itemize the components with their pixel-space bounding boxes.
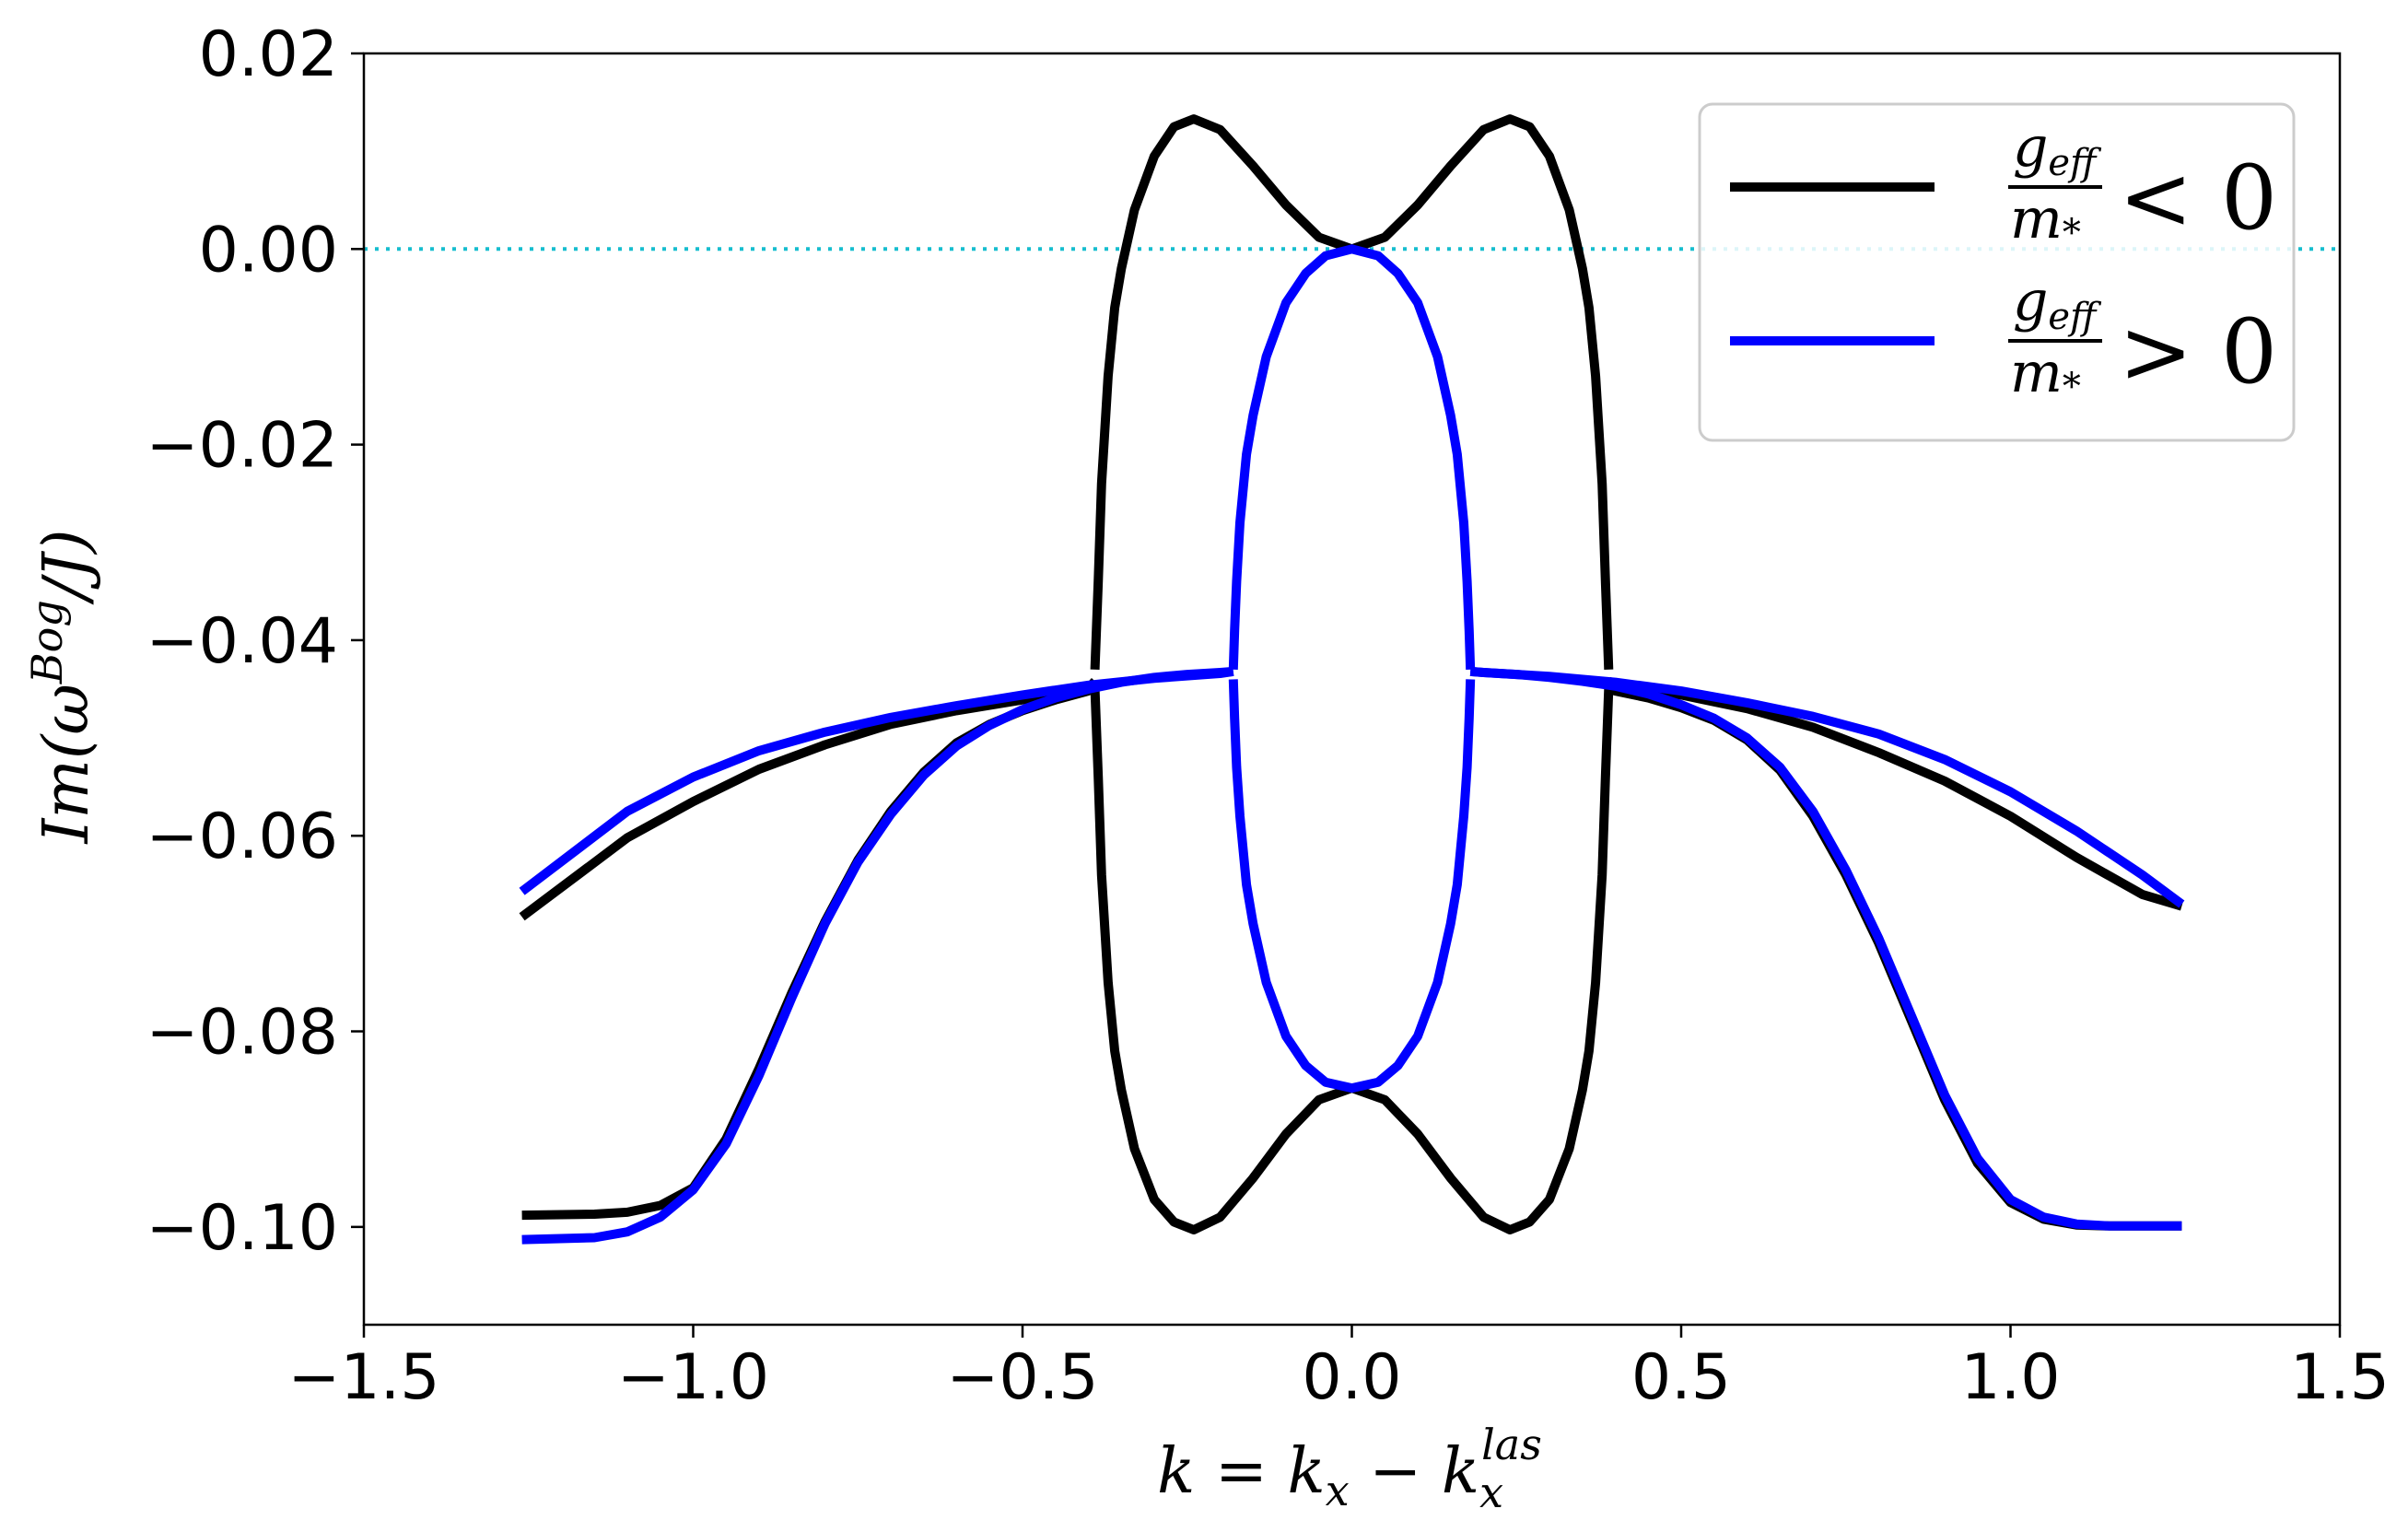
svg-text:m*: m* <box>2010 187 2081 254</box>
legend-0-den: m <box>2010 187 2063 251</box>
y-tick-label: −0.02 <box>146 410 338 483</box>
legend-label-blue: geff m* > 0 <box>2008 269 2277 408</box>
series-line-1-branch-2 <box>1228 244 1476 670</box>
ticks-group: −1.5 −1.0 −0.5 0.0 0.5 1.0 1.5 0.02 0.00 −0.02 −0.… <box>146 18 2390 1414</box>
legend-0-relation: < 0 <box>2119 146 2277 250</box>
x-tick-label: −0.5 <box>946 1341 1098 1414</box>
y-axis-label-tail: /J) <box>30 530 103 606</box>
legend-1-relation: > 0 <box>2119 300 2277 403</box>
series-line-1-branch-1 <box>521 666 1234 1245</box>
legend-0-den-sub: * <box>2063 212 2081 254</box>
x-tick-label: 1.0 <box>1960 1341 2060 1414</box>
x-axis-label-base: k = k <box>1157 1435 1326 1508</box>
legend-1-num-sub: eff <box>2048 296 2102 338</box>
legend-1-num: g <box>2013 269 2048 333</box>
series-line-1-branch-5 <box>1469 666 2182 1231</box>
legend-label-black: geff m* < 0 <box>2008 115 2277 254</box>
series-line-1-branch-3 <box>1228 679 1476 1093</box>
y-tick-label: −0.04 <box>146 605 338 678</box>
y-axis-label-base: Im(ω <box>30 684 103 845</box>
x-axis-label: k = kx − kxlas <box>1157 1420 1542 1517</box>
x-tick-label: −1.0 <box>617 1341 769 1414</box>
series-group <box>519 114 2185 1245</box>
x-axis-label-sub2: x <box>1479 1468 1503 1517</box>
y-tick-label: −0.06 <box>146 801 338 873</box>
x-tick-label: 0.5 <box>1631 1341 1731 1414</box>
y-tick-label: 0.02 <box>199 18 338 91</box>
y-tick-label: −0.10 <box>146 1192 338 1265</box>
x-tick-label: 0.0 <box>1302 1341 1401 1414</box>
series-blue <box>519 244 2185 1245</box>
y-axis-label-sup: Bog <box>22 600 72 684</box>
svg-text:geff: geff <box>2013 115 2102 184</box>
x-axis-label-mid: − k <box>1350 1435 1479 1508</box>
legend-0-num-sub: eff <box>2048 142 2102 184</box>
x-axis-label-sup2: las <box>1481 1420 1542 1469</box>
y-tick-label: −0.08 <box>146 997 338 1070</box>
y-axis-label: Im(ωBog/J) <box>22 530 103 846</box>
x-axis-label-sub1: x <box>1326 1466 1350 1515</box>
legend-1-den: m <box>2010 341 2063 405</box>
y-tick-label: 0.00 <box>199 214 338 287</box>
legend: geff m* < 0 geff m* > 0 <box>1698 102 2296 442</box>
x-tick-label: −1.5 <box>287 1341 439 1414</box>
svg-text:m*: m* <box>2010 341 2081 408</box>
legend-0-num: g <box>2013 115 2048 180</box>
x-tick-label: 1.5 <box>2290 1341 2390 1414</box>
svg-text:geff: geff <box>2013 269 2102 338</box>
legend-1-den-sub: * <box>2063 366 2081 408</box>
